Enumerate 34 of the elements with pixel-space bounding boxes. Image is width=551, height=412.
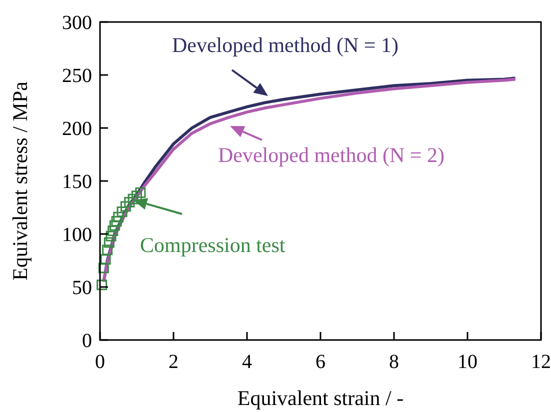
point (124, 196, 135, 208)
legend-label: Developed method (N = 2) (218, 143, 444, 167)
x-tick-label: 10 (458, 351, 478, 373)
point (104, 237, 114, 248)
x-tick-label: 6 (316, 351, 326, 373)
point (100, 254, 111, 265)
y-tick-label: 200 (62, 118, 92, 140)
y-tick-label: 50 (72, 277, 92, 299)
y-tick-label: 250 (62, 65, 92, 87)
y-tick-label: 150 (62, 171, 92, 193)
point (96, 280, 108, 290)
point (98, 262, 109, 274)
y-tick-label: 300 (62, 12, 92, 34)
point (111, 216, 122, 227)
x-tick-label: 12 (531, 351, 551, 373)
point (106, 230, 116, 242)
point (132, 190, 142, 202)
series-label: Developed method (N = 1) (172, 33, 398, 57)
legend-label: Compression test (140, 233, 286, 257)
point (108, 226, 118, 236)
point (102, 244, 113, 256)
point (120, 201, 131, 212)
point (116, 206, 128, 217)
x-tick-label: 2 (168, 351, 178, 373)
x-axis-title: Equivalent strain / - (237, 386, 404, 410)
point (113, 212, 124, 222)
point (135, 187, 146, 198)
x-tick-label: 4 (242, 351, 252, 373)
point (109, 220, 120, 231)
x-tick-label: 8 (389, 351, 399, 373)
point (128, 194, 138, 204)
y-axis-title: Equivalent stress / MPa (8, 80, 32, 280)
y-tick-label: 100 (62, 224, 92, 246)
y-tick-label: 0 (82, 330, 92, 352)
